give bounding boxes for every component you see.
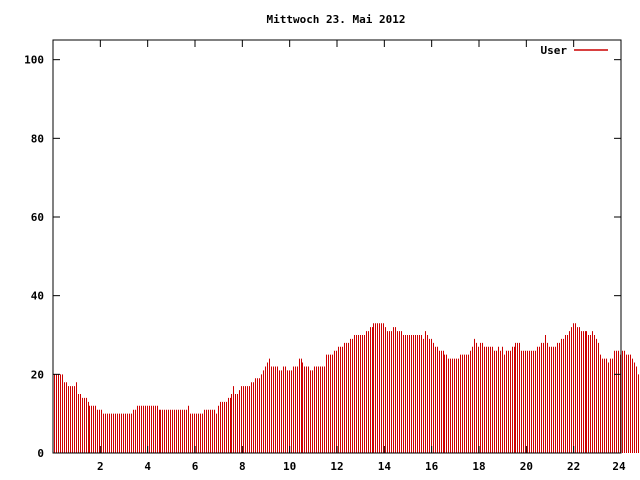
x-tick-label: 20 [520, 460, 533, 473]
legend-label-user: User [541, 44, 568, 57]
y-tick-label: 0 [37, 447, 44, 460]
y-tick-label: 20 [31, 368, 44, 381]
x-tick-label: 16 [425, 460, 439, 473]
x-tick-label: 12 [330, 460, 343, 473]
legend: User [541, 44, 608, 57]
x-tick-label: 18 [472, 460, 485, 473]
x-tick-label: 22 [567, 460, 580, 473]
y-axis: 0 20 40 60 80 100 [24, 54, 621, 460]
x-tick-label: 6 [192, 460, 199, 473]
x-tick-label: 10 [283, 460, 296, 473]
x-tick-label: 4 [144, 460, 151, 473]
x-axis: 2 4 6 8 10 12 14 16 18 20 22 24 [97, 40, 626, 473]
y-tick-label: 60 [31, 211, 44, 224]
x-tick-label: 2 [97, 460, 104, 473]
chart-title: Mittwoch 23. Mai 2012 [266, 13, 405, 26]
x-tick-label: 24 [612, 460, 626, 473]
y-tick-label: 100 [24, 54, 44, 67]
bar-series [54, 323, 639, 453]
y-tick-label: 80 [31, 132, 44, 145]
y-tick-label: 40 [31, 290, 44, 303]
x-tick-label: 14 [378, 460, 392, 473]
x-tick-label: 8 [239, 460, 246, 473]
